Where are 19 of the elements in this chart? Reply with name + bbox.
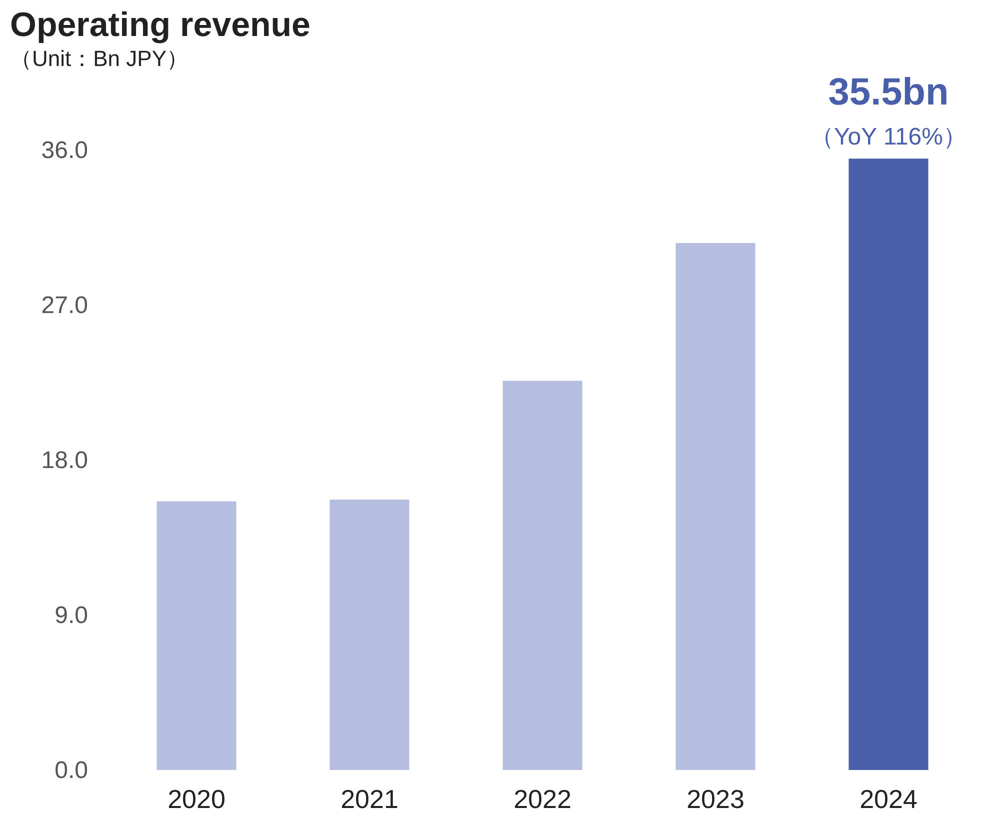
annotation: （YoY 116%）	[810, 124, 967, 151]
x-tick-label: 2020	[168, 784, 226, 814]
bar	[676, 243, 756, 770]
y-tick-label: 27.0	[41, 292, 88, 319]
bar	[330, 500, 410, 770]
bar	[156, 501, 236, 770]
x-tick-label: 2024	[860, 784, 918, 814]
x-tick-label: 2021	[340, 784, 398, 814]
bar	[848, 158, 928, 770]
bar	[502, 380, 582, 770]
x-tick-label: 2022	[514, 784, 572, 814]
x-tick-label: 2023	[686, 784, 744, 814]
annotation: 35.5bn	[828, 72, 949, 114]
y-tick-label: 0.0	[54, 757, 88, 784]
y-tick-label: 36.0	[41, 137, 88, 164]
chart-title: Operating revenue	[10, 6, 310, 44]
y-tick-label: 9.0	[54, 602, 88, 629]
y-tick-label: 18.0	[41, 447, 88, 474]
chart-subtitle: （Unit：Bn JPY）	[10, 46, 188, 71]
